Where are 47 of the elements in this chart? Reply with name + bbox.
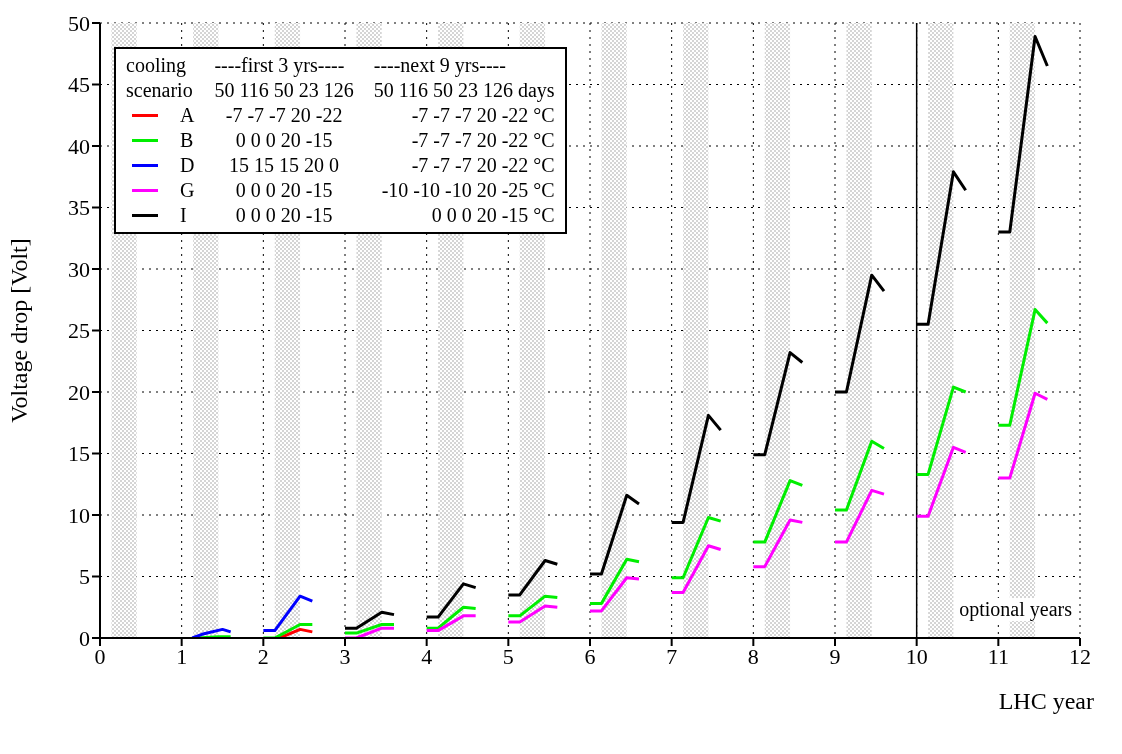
x-tick-label: 7	[666, 643, 678, 669]
annotation: 0 0 0 20 -15 °C	[430, 203, 556, 228]
annotation: scenario	[125, 78, 194, 103]
x-tick-label: 11	[987, 643, 1009, 669]
y-tick-label: 40	[68, 133, 90, 159]
annotation: cooling	[125, 53, 187, 78]
annotation: ----next 9 yrs----	[372, 53, 507, 78]
x-tick-label: 2	[257, 643, 269, 669]
x-tick-label: 9	[829, 643, 841, 669]
y-tick-label: 10	[68, 502, 90, 528]
y-tick-label: 15	[68, 441, 90, 467]
annotation: -7 -7 -7 20 -22 °C	[410, 153, 556, 178]
legend-label: A	[180, 103, 195, 128]
x-tick-label: 6	[584, 643, 596, 669]
annotation: 0 0 0 20 -15	[234, 128, 334, 153]
annotation: -7 -7 -7 20 -22	[224, 103, 344, 128]
y-tick-label: 25	[68, 318, 90, 344]
annotation: 50 116 50 23 126	[213, 78, 355, 103]
y-tick-label: 5	[79, 564, 90, 590]
annotation: -10 -10 -10 20 -25 °C	[380, 178, 556, 203]
annotation: 15 15 15 20 0	[228, 153, 341, 178]
legend-label: D	[180, 153, 195, 178]
annotation: 0 0 0 20 -15	[234, 178, 334, 203]
annotation: -7 -7 -7 20 -22 °C	[410, 103, 556, 128]
y-tick-label: 20	[68, 379, 90, 405]
annotation: 0 0 0 20 -15	[234, 203, 334, 228]
y-axis-title: Voltage drop [Volt]	[5, 238, 32, 423]
annotation: 50 116 50 23 126 days	[372, 78, 556, 103]
legend-label: I	[180, 203, 187, 228]
y-tick-label: 50	[68, 10, 90, 36]
x-tick-label: 8	[747, 643, 759, 669]
annotation: ----first 3 yrs----	[213, 53, 346, 78]
y-tick-label: 30	[68, 256, 90, 282]
y-tick-label: 45	[68, 72, 90, 98]
x-tick-label: 3	[339, 643, 351, 669]
x-tick-label: 10	[905, 643, 928, 669]
x-tick-label: 1	[176, 643, 188, 669]
x-tick-label: 5	[502, 643, 514, 669]
legend-label: G	[180, 178, 195, 203]
y-tick-label: 35	[68, 195, 90, 221]
x-tick-label: 12	[1069, 643, 1091, 669]
x-tick-label: 4	[421, 643, 433, 669]
legend-label: B	[180, 128, 194, 153]
annotation: -7 -7 -7 20 -22 °C	[410, 128, 556, 153]
y-tick-label: 0	[79, 625, 90, 651]
annotation: optional years	[959, 598, 1072, 621]
x-axis-title: LHC year	[998, 688, 1094, 715]
